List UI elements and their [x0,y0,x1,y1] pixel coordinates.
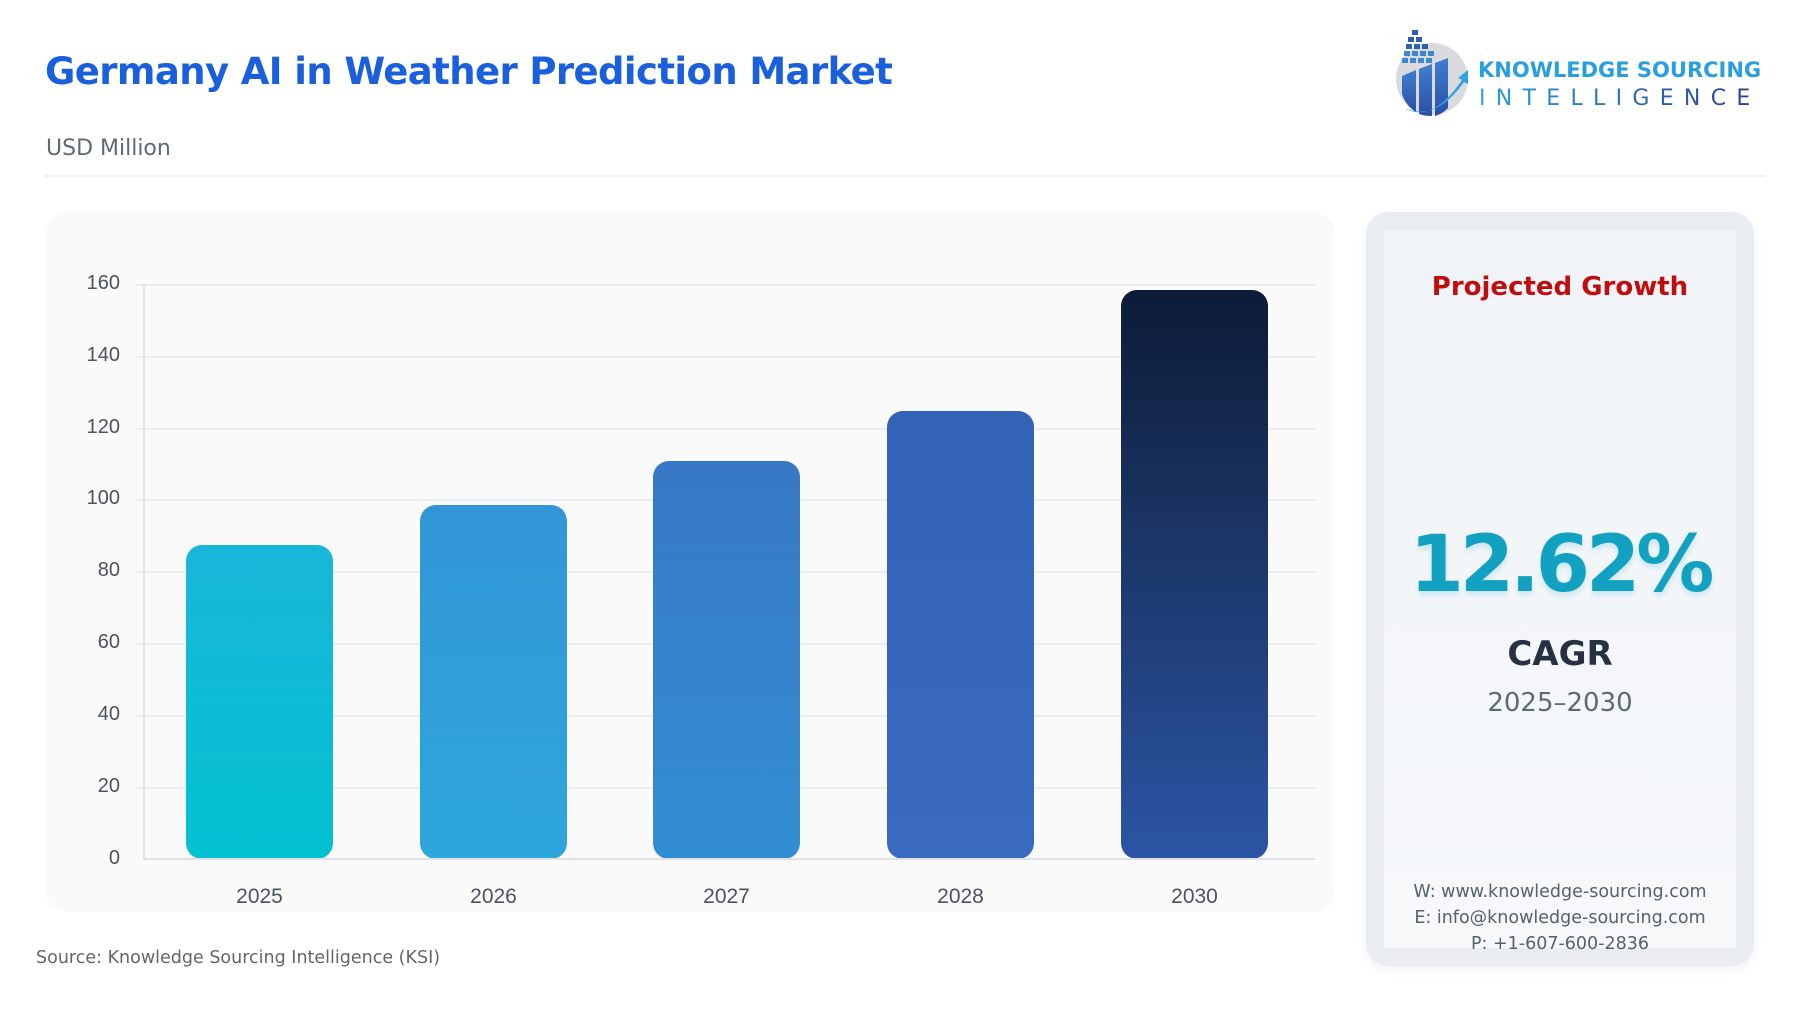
logo-wordmark-top: KNOWLEDGE SOURCING [1478,58,1762,82]
chart-card [45,212,1335,912]
contact-phone: P: +1-607-600-2836 [1470,934,1650,954]
contact-email[interactable]: E: info@knowledge-sourcing.com [1414,908,1706,928]
cagr-value: 12.62% [1409,520,1715,610]
cagr-label: CAGR [1507,634,1613,674]
logo-icon [1396,30,1468,116]
company-logo: KNOWLEDGE SOURCING INTELLIGENCE [1392,26,1762,122]
header-divider [45,175,1765,177]
cagr-period: 2025–2030 [1487,688,1633,718]
unit-subtitle: USD Million [46,136,171,161]
projected-growth-panel: Projected Growth 12.62% CAGR 2025–2030 W… [1366,212,1754,966]
logo-wordmark-bottom: INTELLIGENCE [1479,86,1761,111]
page-title: Germany AI in Weather Prediction Market [45,50,893,93]
source-note: Source: Knowledge Sourcing Intelligence … [36,948,441,968]
growth-title: Projected Growth [1431,272,1689,302]
growth-panel-inner: Projected Growth 12.62% CAGR 2025–2030 W… [1384,230,1736,954]
contact-website[interactable]: W: www.knowledge-sourcing.com [1413,882,1707,902]
